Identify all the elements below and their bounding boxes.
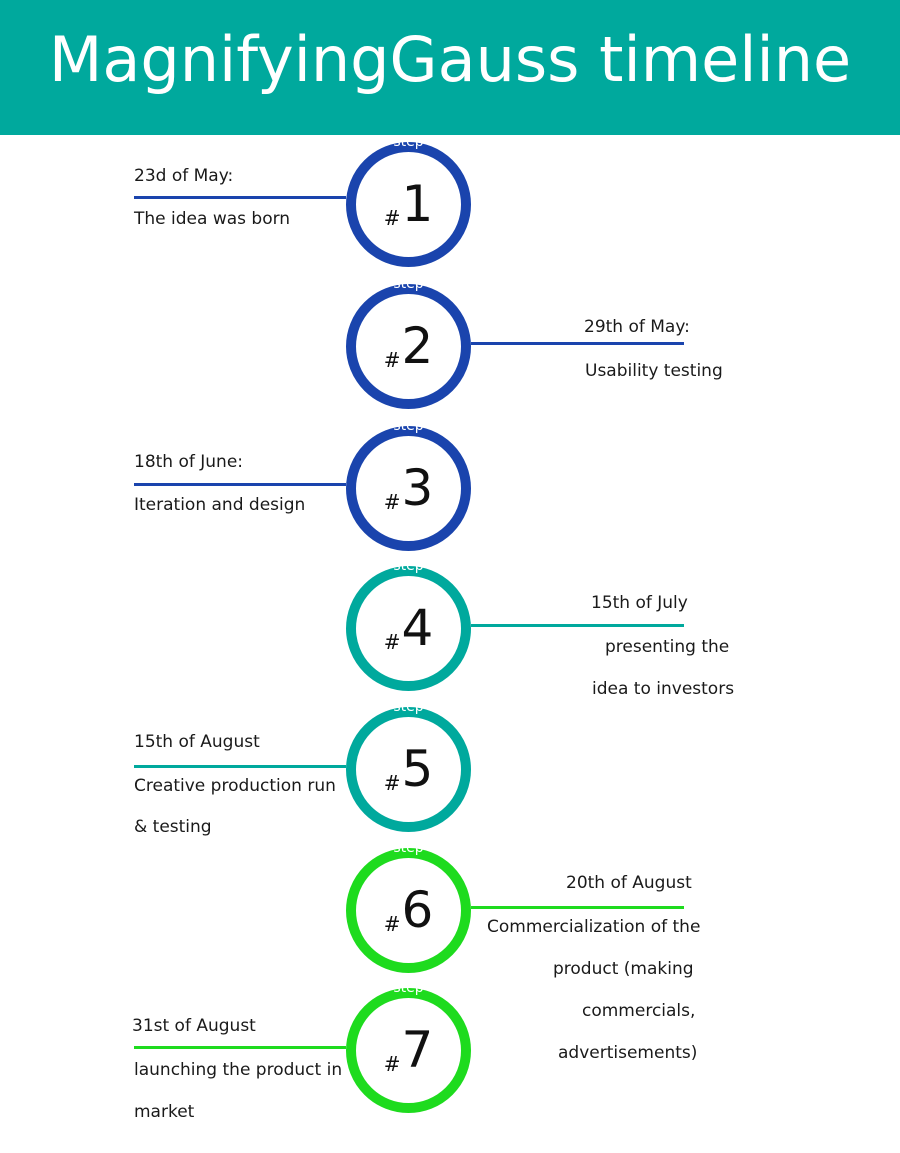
connector-line	[471, 342, 684, 345]
timeline-step-2: step #2 29th of May: Usability testing	[0, 276, 900, 414]
step-description: Iteration and design	[134, 495, 306, 515]
step-hash: #	[383, 206, 401, 230]
timeline-step-5: step #5 15th of August Creative producti…	[0, 699, 900, 837]
step-date: 31st of August	[132, 1016, 256, 1036]
step-label: step	[393, 558, 424, 574]
step-date: 18th of June:	[134, 452, 244, 472]
step-digit: 3	[401, 459, 434, 517]
step-description: advertisements)	[558, 1043, 698, 1063]
step-number: #3	[346, 460, 471, 530]
step-description: The idea was born	[134, 209, 291, 229]
connector-line	[134, 1046, 346, 1049]
step-digit: 6	[401, 881, 434, 939]
page-title: MagnifyingGauss timeline	[48, 23, 852, 96]
step-date: 23d of May:	[134, 166, 234, 186]
timeline-step-1: step #1 23d of May: The idea was born	[0, 134, 900, 272]
header-banner: MagnifyingGauss timeline	[0, 0, 900, 135]
step-label: step	[393, 276, 424, 292]
timeline-step-3: step #3 18th of June: Iteration and desi…	[0, 418, 900, 556]
step-description: market	[134, 1102, 195, 1122]
step-digit: 7	[401, 1021, 434, 1079]
step-circle	[346, 988, 471, 1113]
step-digit: 5	[401, 740, 434, 798]
connector-line	[134, 765, 346, 768]
connector-line	[134, 483, 346, 486]
step-hash: #	[383, 1052, 401, 1076]
step-circle	[346, 566, 471, 691]
step-description: product (making	[553, 959, 694, 979]
timeline-step-7: step #7 31st of August launching the pro…	[0, 980, 900, 1122]
step-number: #5	[346, 741, 471, 811]
step-circle	[346, 426, 471, 551]
step-digit: 1	[401, 175, 434, 233]
step-description: Usability testing	[585, 361, 723, 381]
step-number: #4	[346, 600, 471, 670]
step-date: 15th of July	[591, 593, 688, 613]
connector-line	[471, 906, 684, 909]
step-digit: 4	[401, 599, 434, 657]
step-hash: #	[383, 630, 401, 654]
step-circle	[346, 142, 471, 267]
step-label: step	[393, 980, 424, 996]
step-description: launching the product in	[134, 1060, 343, 1080]
step-date: 29th of May:	[584, 317, 690, 337]
step-hash: #	[383, 912, 401, 936]
step-hash: #	[383, 771, 401, 795]
step-description: presenting the	[605, 637, 730, 657]
step-description: Creative production run	[134, 776, 336, 796]
step-number: #2	[346, 318, 471, 388]
connector-line	[134, 196, 346, 199]
step-description: commercials,	[582, 1001, 696, 1021]
step-date: 20th of August	[566, 873, 692, 893]
step-hash: #	[383, 348, 401, 372]
step-description: & testing	[134, 817, 212, 837]
connector-line	[471, 624, 684, 627]
step-date: 15th of August	[134, 732, 260, 752]
timeline-step-4: step #4 15th of July presenting the idea…	[0, 558, 900, 699]
step-description: idea to investors	[592, 679, 735, 699]
step-circle	[346, 707, 471, 832]
step-label: step	[393, 699, 424, 715]
step-hash: #	[383, 490, 401, 514]
step-label: step	[393, 840, 424, 856]
step-label: step	[393, 134, 424, 150]
step-circle	[346, 848, 471, 973]
timeline-step-6: step #6 20th of August Commercialization…	[0, 840, 900, 1063]
step-number: #6	[346, 882, 471, 952]
step-number: #1	[346, 176, 471, 246]
step-number: #7	[346, 1022, 471, 1092]
step-circle	[346, 284, 471, 409]
step-digit: 2	[401, 317, 434, 375]
step-label: step	[393, 418, 424, 434]
step-description: Commercialization of the	[487, 917, 701, 937]
